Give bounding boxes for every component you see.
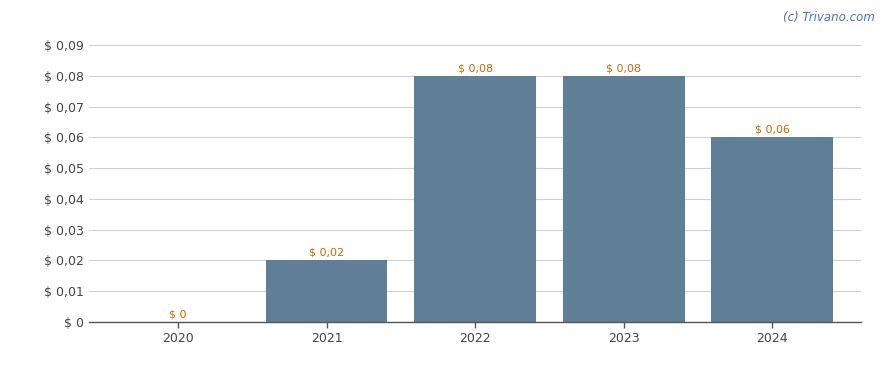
Bar [563, 76, 685, 322]
Bar [266, 260, 387, 322]
Text: $ 0,02: $ 0,02 [309, 248, 344, 258]
Text: (c) Trivano.com: (c) Trivano.com [783, 11, 875, 24]
Bar [711, 137, 833, 322]
Text: $ 0: $ 0 [170, 309, 186, 319]
Bar [414, 76, 536, 322]
Text: $ 0,08: $ 0,08 [607, 63, 641, 73]
Text: $ 0,08: $ 0,08 [457, 63, 493, 73]
Text: $ 0,06: $ 0,06 [755, 125, 789, 135]
